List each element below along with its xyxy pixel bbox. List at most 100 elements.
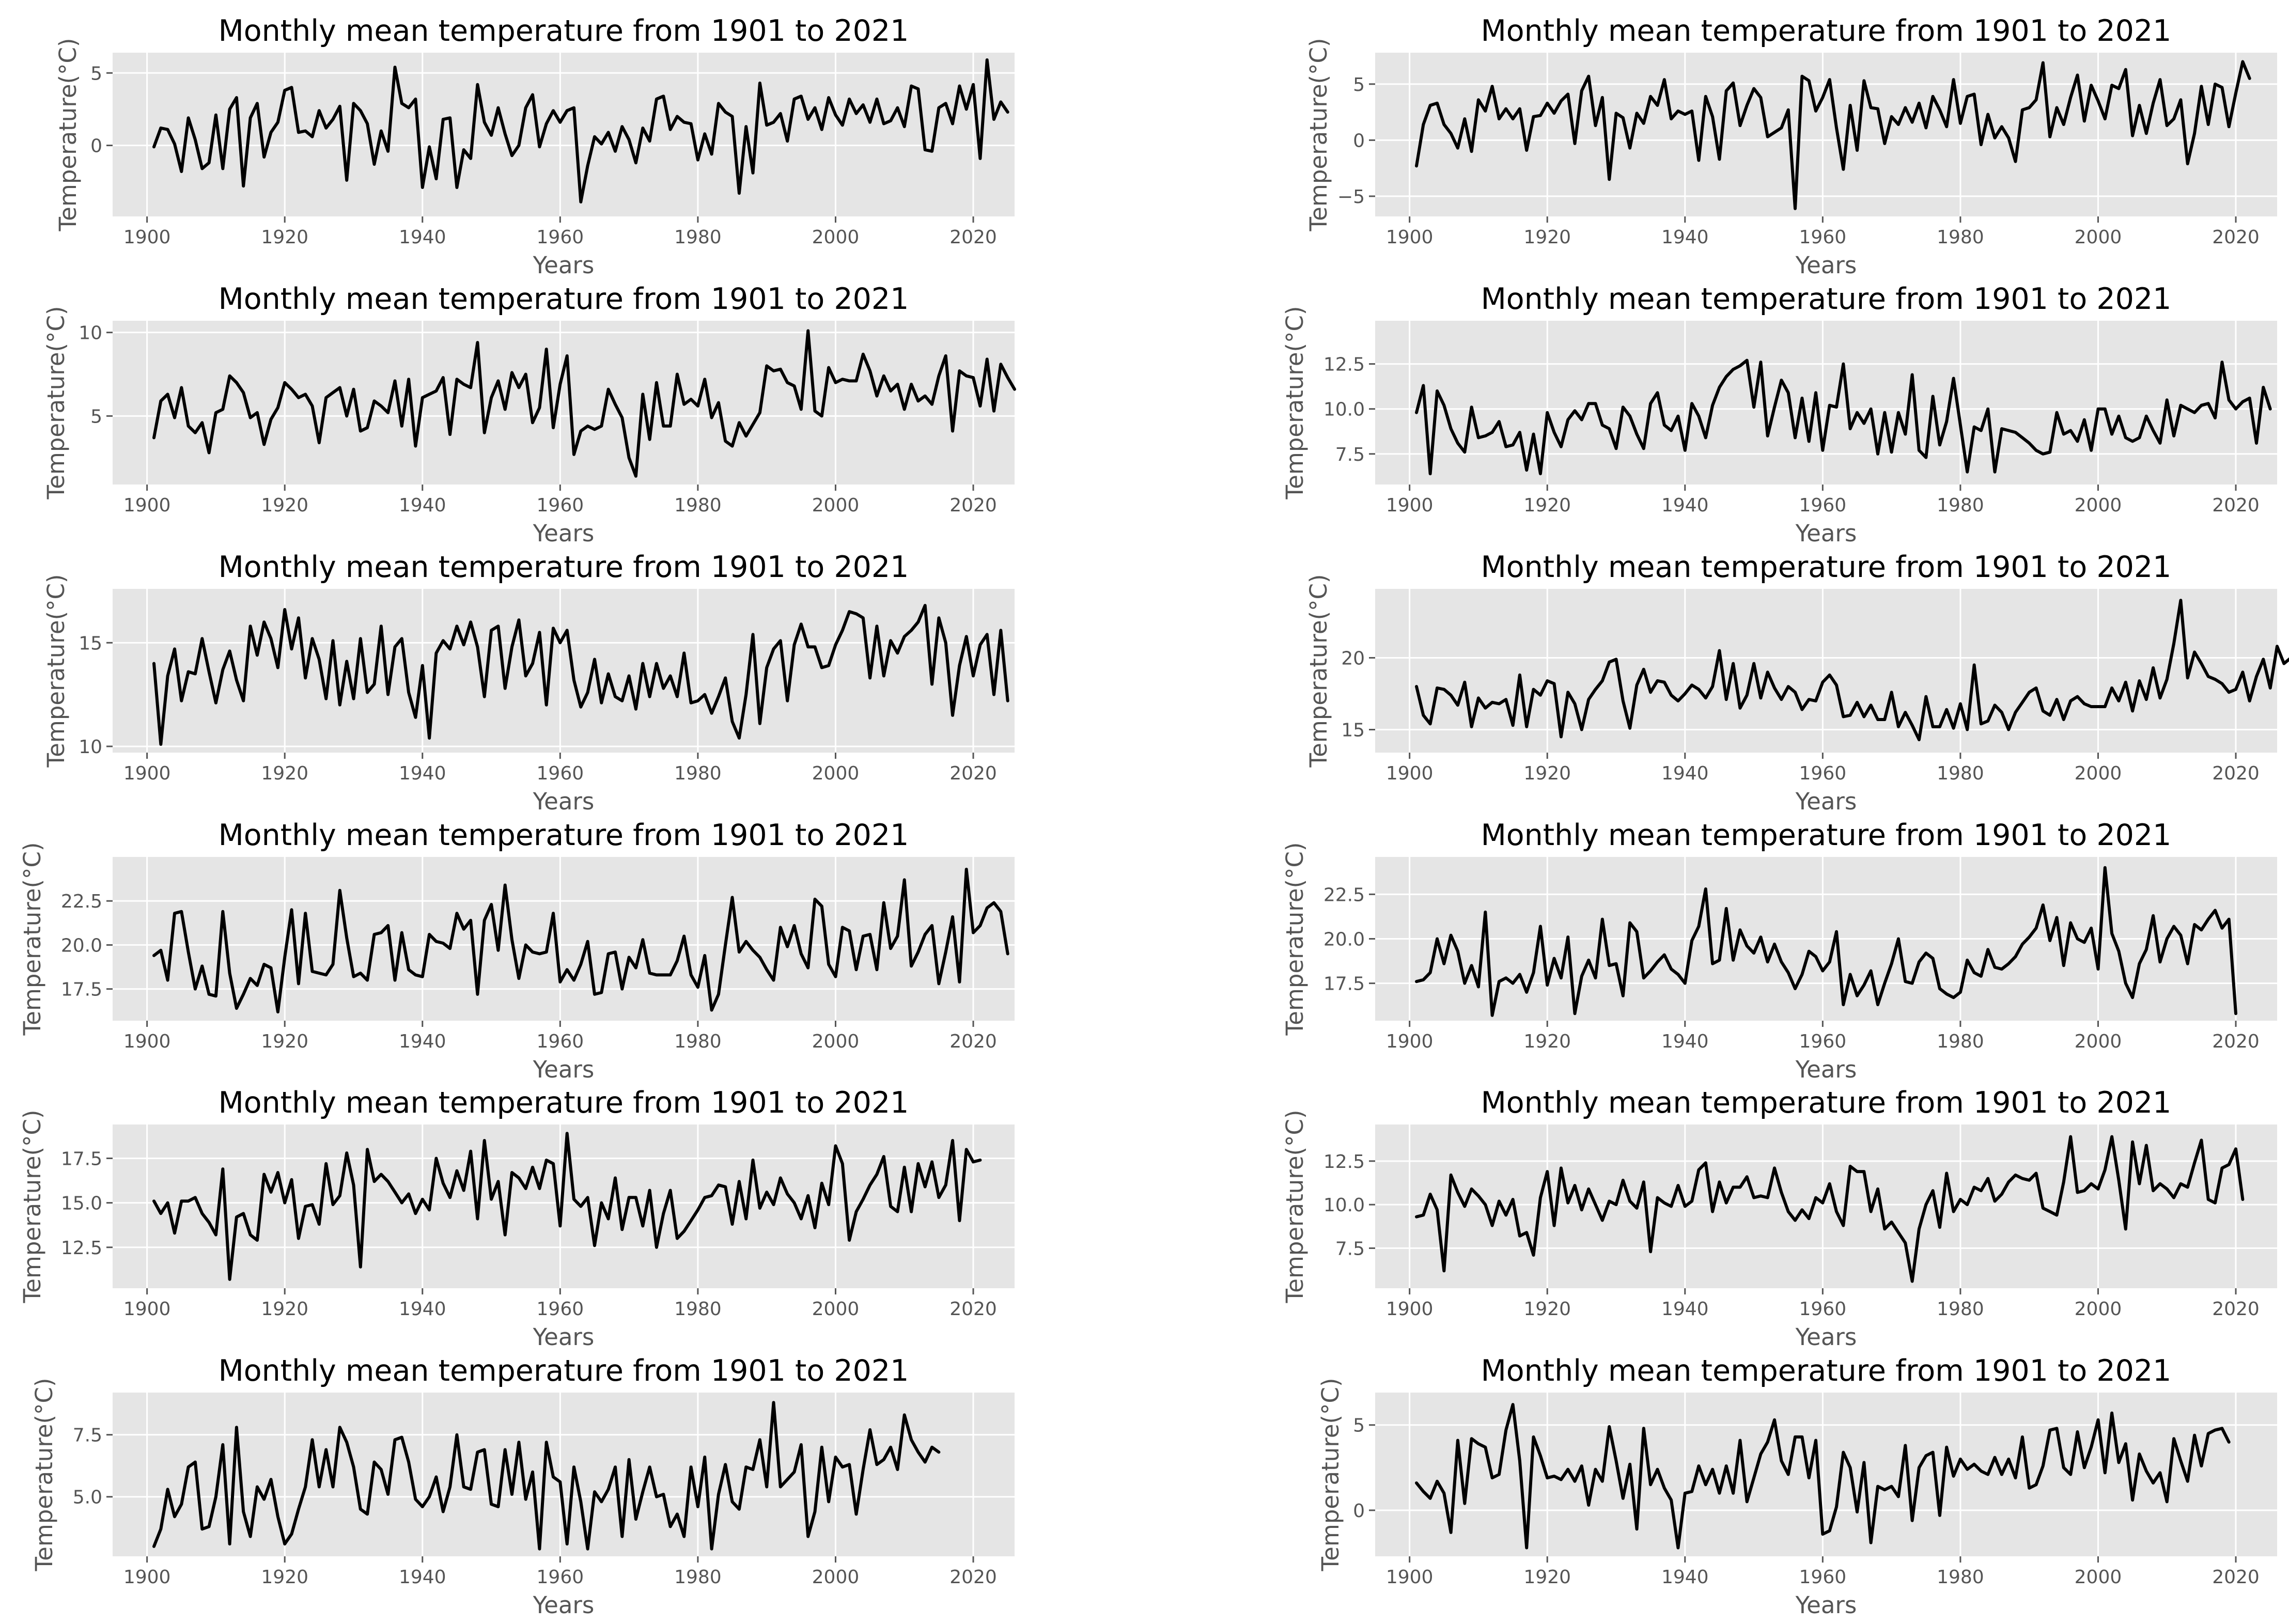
temperature-series-line — [1415, 60, 2251, 210]
y-tick-label: 12.5 — [1323, 1151, 1365, 1173]
y-tick-label: 20.0 — [61, 935, 102, 956]
temperature-series-line — [152, 1401, 941, 1551]
x-tick-label: 2020 — [949, 227, 997, 248]
x-tick-label: 1980 — [1937, 227, 1984, 248]
y-tick-label: 12.5 — [1323, 354, 1365, 376]
y-tick-label: 20.0 — [1323, 929, 1365, 950]
y-tick-label: 20 — [1341, 648, 1365, 669]
x-tick-label: 1900 — [123, 763, 171, 784]
x-tick-label: 1980 — [1937, 1567, 1984, 1588]
x-tick-label: 1940 — [399, 495, 446, 516]
x-axis-label: Years — [1795, 1323, 1857, 1351]
plot-area — [113, 321, 1015, 485]
x-tick-label: 1960 — [537, 1567, 584, 1588]
chart-title: Monthly mean temperature from 1901 to 20… — [219, 550, 909, 584]
y-tick-label: 5 — [90, 63, 102, 84]
x-tick-label: 1920 — [261, 495, 308, 516]
x-tick-label: 1960 — [1799, 227, 1847, 248]
x-tick-label: 1900 — [123, 495, 171, 516]
x-axis-label: Years — [1795, 1591, 1857, 1619]
y-tick-label: 12.5 — [61, 1238, 102, 1259]
temperature-series-line — [1415, 1403, 2231, 1550]
x-tick-label: 1980 — [674, 1299, 722, 1320]
plot-area — [113, 857, 1015, 1021]
x-tick-label: 1980 — [1937, 495, 1984, 516]
x-tick-label: 1960 — [1799, 1299, 1847, 1320]
x-tick-label: 1980 — [674, 1567, 722, 1588]
x-tick-label: 1960 — [537, 227, 584, 248]
x-tick-label: 1920 — [1523, 763, 1571, 784]
x-tick-label: 1900 — [123, 1567, 171, 1588]
x-tick-label: 1980 — [674, 227, 722, 248]
x-tick-label: 1940 — [1661, 495, 1709, 516]
x-axis-label: Years — [533, 252, 595, 279]
x-tick-label: 1960 — [537, 763, 584, 784]
x-tick-label: 1920 — [1523, 1031, 1571, 1052]
chart-title: Monthly mean temperature from 1901 to 20… — [1481, 818, 2172, 852]
y-tick-label: −5 — [1337, 186, 1365, 208]
x-tick-label: 2020 — [2212, 1567, 2260, 1588]
x-tick-label: 2000 — [2075, 1567, 2122, 1588]
x-tick-label: 1920 — [1523, 495, 1571, 516]
y-axis-label: Temperature(°C) — [42, 574, 70, 768]
y-tick-label: 0 — [90, 136, 102, 157]
plot-area — [113, 589, 1015, 753]
x-tick-label: 1920 — [261, 1031, 308, 1052]
temperature-series-line — [152, 1132, 982, 1281]
x-axis-label: Years — [533, 1056, 595, 1083]
x-tick-label: 1960 — [537, 495, 584, 516]
y-tick-label: 7.5 — [73, 1425, 102, 1446]
temperature-series-line — [152, 867, 1009, 1013]
y-tick-label: 5 — [1353, 1415, 1365, 1436]
x-tick-label: 2020 — [2212, 1299, 2260, 1320]
y-tick-label: 17.5 — [1323, 974, 1365, 995]
x-tick-label: 1900 — [1386, 227, 1434, 248]
subplot-10: 1900 1920 1940 1960 1980 2000 2020 7.5 10.0 12.5 M… — [1281, 1086, 2277, 1351]
subplot-6: 1900 1920 1940 1960 1980 2000 2020 15 20 Monthly … — [1305, 550, 2289, 815]
plot-area — [113, 53, 1015, 216]
x-tick-label: 1960 — [537, 1031, 584, 1052]
x-axis-label: Years — [533, 1591, 595, 1619]
y-axis-label: Temperature(°C) — [1317, 1378, 1344, 1571]
x-tick-label: 1920 — [1523, 1299, 1571, 1320]
x-tick-label: 1900 — [1386, 1567, 1434, 1588]
temperature-series-line — [152, 58, 1009, 204]
x-tick-label: 1980 — [674, 763, 722, 784]
y-axis-label: Temperature(°C) — [1281, 842, 1309, 1036]
x-tick-label: 1980 — [1937, 1031, 1984, 1052]
chart-title: Monthly mean temperature from 1901 to 20… — [219, 1086, 909, 1120]
x-tick-label: 1940 — [399, 1031, 446, 1052]
x-tick-label: 1920 — [261, 1299, 308, 1320]
x-tick-label: 1940 — [399, 1567, 446, 1588]
y-axis-label: Temperature(°C) — [19, 1110, 46, 1303]
y-axis-label: Temperature(°C) — [1305, 574, 1332, 768]
chart-title: Monthly mean temperature from 1901 to 20… — [1481, 14, 2172, 48]
x-tick-label: 2020 — [2212, 1031, 2260, 1052]
x-tick-label: 1900 — [1386, 763, 1434, 784]
x-tick-label: 2020 — [949, 1567, 997, 1588]
y-tick-label: 17.5 — [61, 979, 102, 1001]
x-axis-label: Years — [1795, 788, 1857, 815]
y-tick-label: 5 — [1353, 74, 1365, 96]
chart-title: Monthly mean temperature from 1901 to 20… — [1481, 1086, 2172, 1120]
x-tick-label: 2020 — [949, 495, 997, 516]
temperature-series-line — [152, 329, 1016, 478]
subplot-2: 1900 1920 1940 1960 1980 2000 2020 −5 0 5 Monthly … — [1305, 14, 2277, 279]
plot-area — [113, 1393, 1015, 1556]
x-tick-label: 1920 — [1523, 227, 1571, 248]
chart-title: Monthly mean temperature from 1901 to 20… — [1481, 550, 2172, 584]
x-tick-label: 1960 — [537, 1299, 584, 1320]
x-tick-label: 2000 — [812, 763, 860, 784]
temperature-series-line — [1415, 1135, 2245, 1283]
x-tick-label: 2020 — [2212, 763, 2260, 784]
temperature-series-line — [1415, 866, 2237, 1017]
x-tick-label: 1940 — [1661, 1031, 1709, 1052]
x-tick-label: 2000 — [2075, 227, 2122, 248]
y-tick-label: 22.5 — [61, 891, 102, 912]
x-tick-label: 1900 — [1386, 495, 1434, 516]
x-axis-label: Years — [533, 788, 595, 815]
chart-title: Monthly mean temperature from 1901 to 20… — [1481, 1354, 2172, 1388]
x-tick-label: 2000 — [812, 1031, 860, 1052]
plot-area — [1375, 321, 2277, 485]
